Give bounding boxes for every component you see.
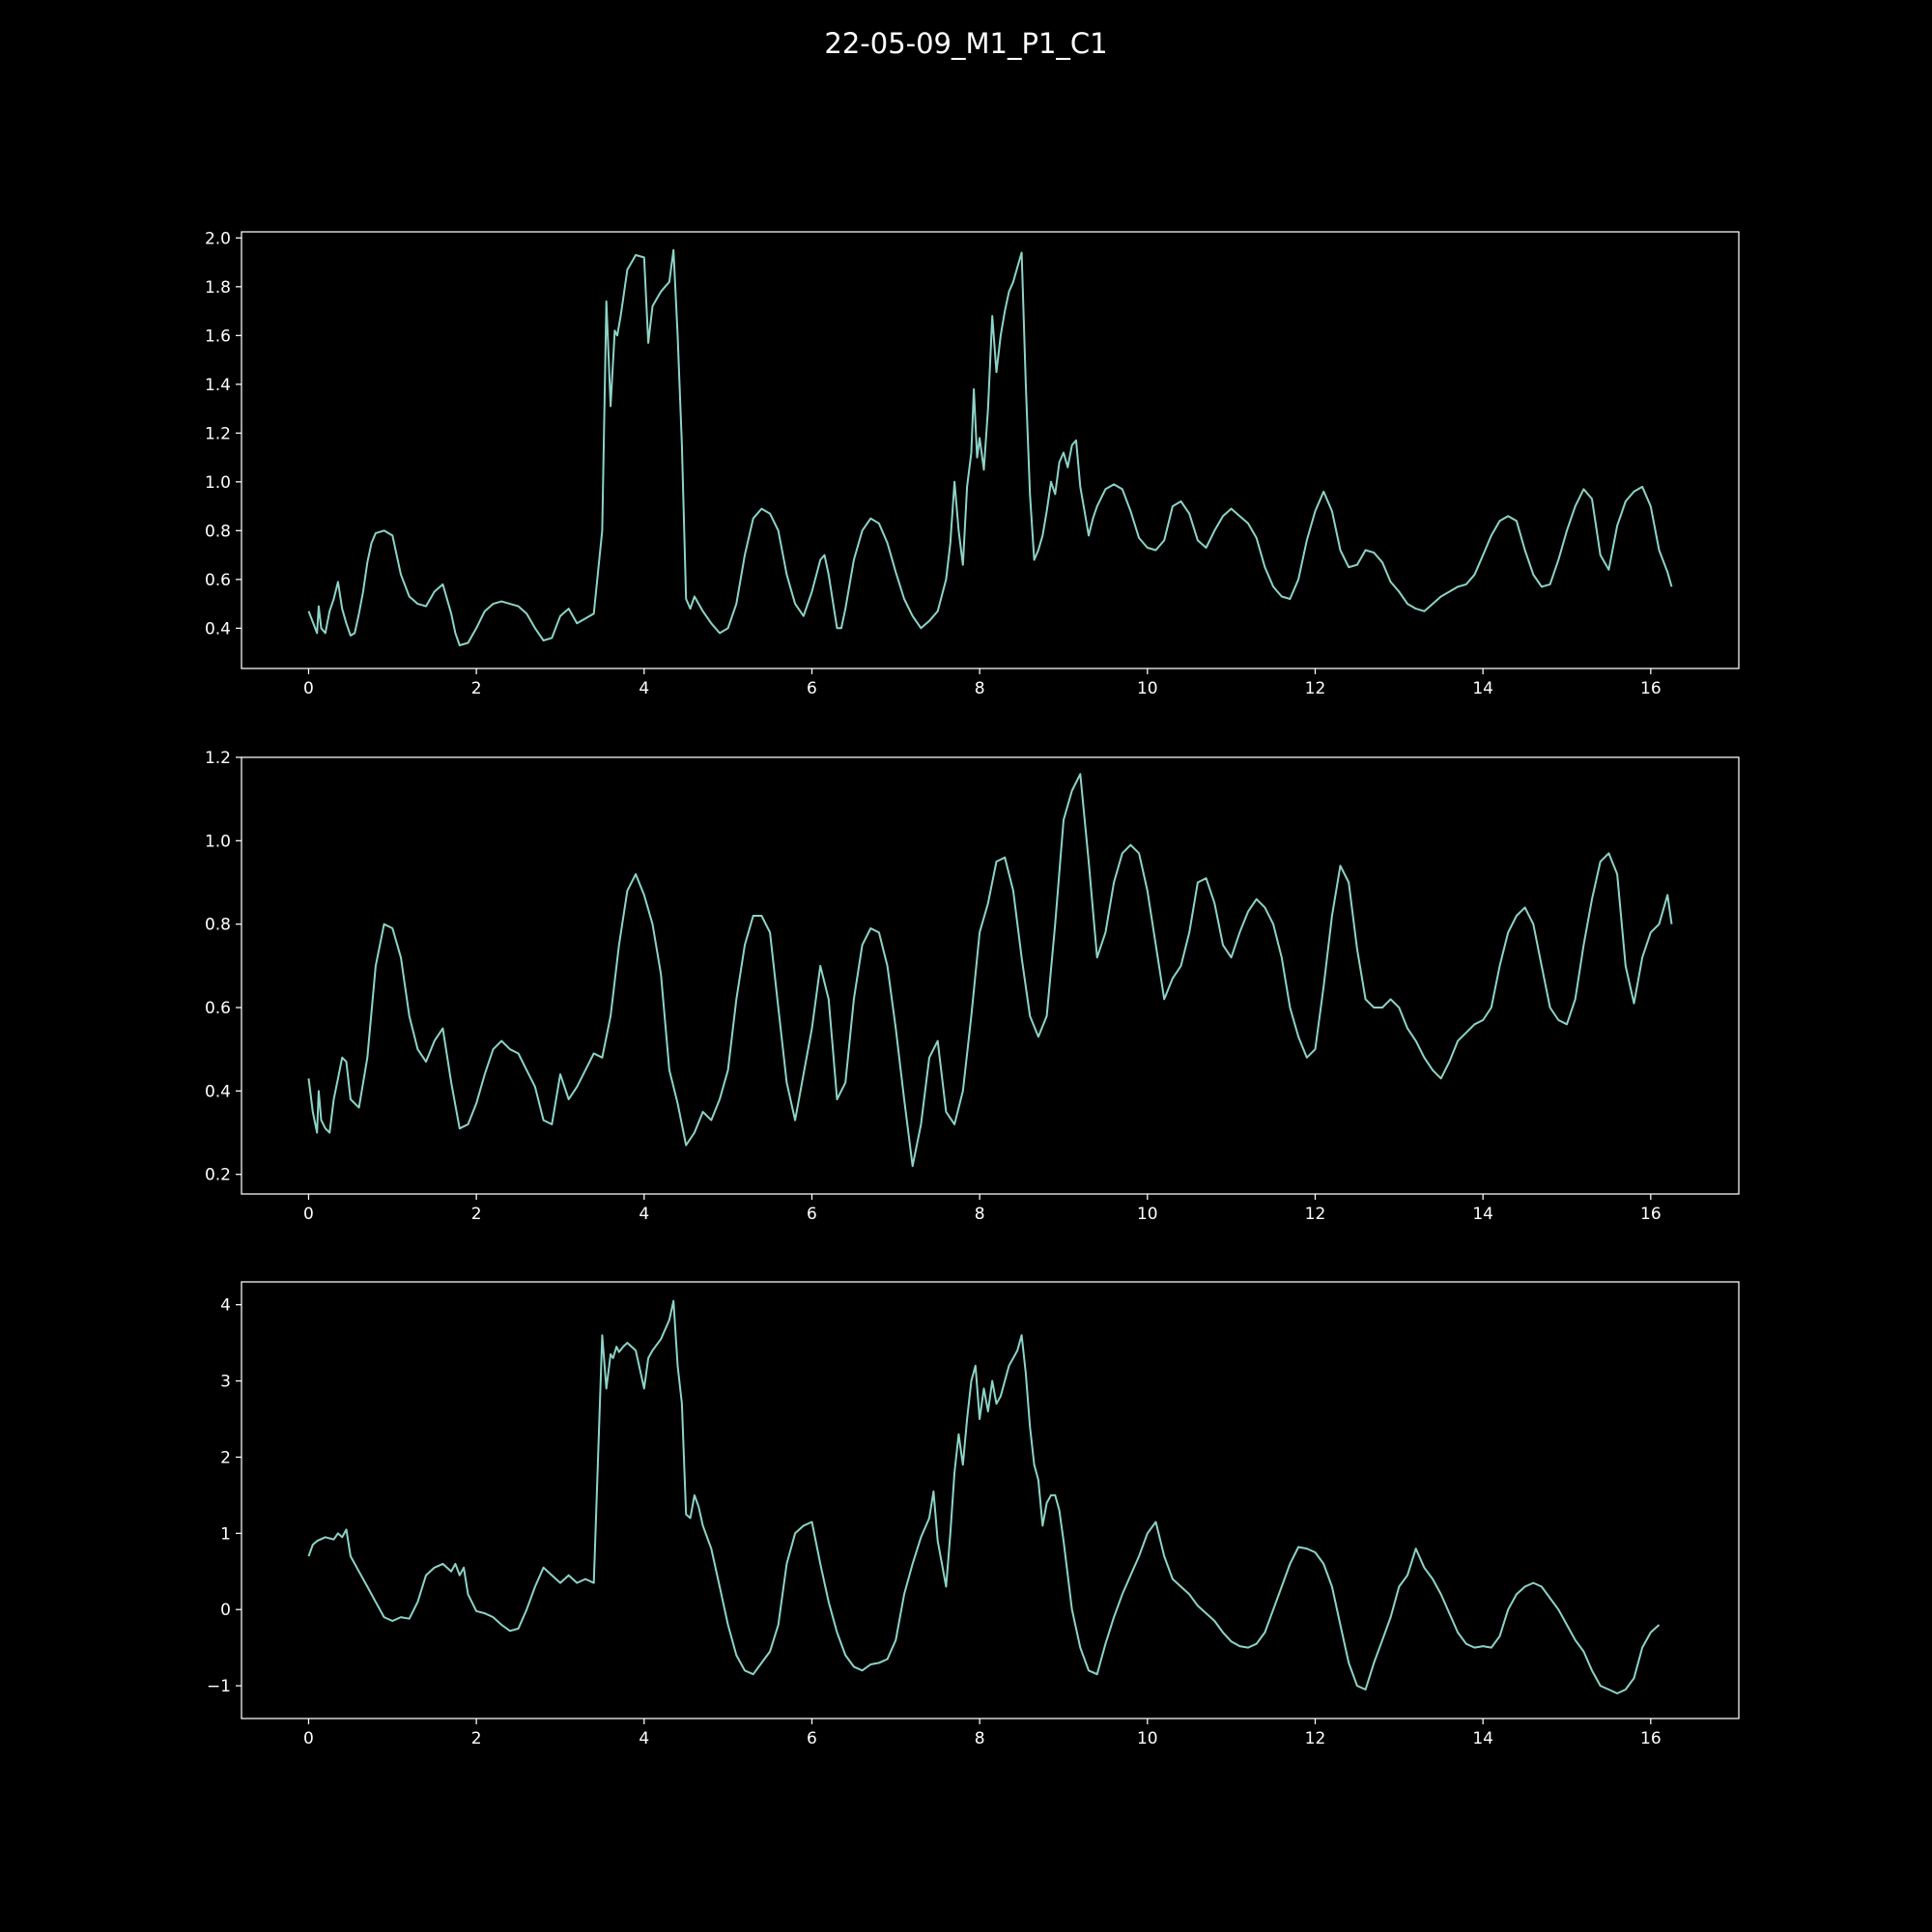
y-tick-label: 0.8: [205, 522, 231, 541]
series-line-trace-3: [307, 1299, 1661, 1694]
y-tick-label: 2.0: [205, 229, 231, 248]
figure-title: 22-05-09_M1_P1_C1: [824, 27, 1108, 60]
axes-frame: [241, 756, 1740, 1195]
subplot-2: 0 2 4 6 8 10 12 14 16 0.2 0.4 0.6 0.8 1.0 1.2: [205, 749, 1740, 1224]
y-tick-label: 0.2: [205, 1166, 231, 1185]
y-tick-label: 1.0: [205, 832, 231, 851]
x-tick-label: 4: [639, 1729, 649, 1748]
axes-frame: [241, 231, 1740, 669]
series-line-trace-2: [307, 773, 1673, 1168]
y-tick-label: 3: [220, 1373, 231, 1392]
y-tick-label: 0.6: [205, 571, 231, 590]
x-tick-label: 8: [975, 1205, 985, 1224]
x-tick-label: 0: [303, 1205, 314, 1224]
x-tick-label: 16: [1640, 1205, 1662, 1224]
y-tick-label: 2: [220, 1448, 231, 1467]
y-tick-label: 0.4: [205, 1082, 231, 1101]
series-line-trace-1: [307, 248, 1673, 646]
x-tick-label: 12: [1305, 1205, 1326, 1224]
y-tick-label: 0: [220, 1601, 231, 1620]
x-tick-label: 6: [807, 679, 817, 698]
x-tick-label: 8: [975, 1729, 985, 1748]
y-tick-label: 1: [220, 1524, 231, 1544]
x-tick-label: 16: [1640, 679, 1662, 698]
x-tick-label: 10: [1137, 1205, 1158, 1224]
y-tick-label: 1.0: [205, 473, 231, 493]
y-tick-label: 4: [220, 1296, 231, 1316]
x-tick-label: 8: [975, 679, 985, 698]
y-tick-label: 1.6: [205, 327, 231, 346]
x-tick-label: 0: [303, 1729, 314, 1748]
x-tick-label: 6: [807, 1205, 817, 1224]
x-tick-label: 10: [1137, 1729, 1158, 1748]
x-tick-label: 4: [639, 1205, 649, 1224]
x-tick-label: 4: [639, 679, 649, 698]
x-tick-label: 14: [1472, 1729, 1493, 1748]
y-tick-label: −1: [207, 1677, 231, 1696]
x-tick-label: 10: [1137, 679, 1158, 698]
y-tick-label: 0.8: [205, 916, 231, 935]
y-tick-label: 0.4: [205, 619, 231, 639]
axes-frame: [241, 1281, 1740, 1719]
x-tick-label: 12: [1305, 1729, 1326, 1748]
x-tick-label: 12: [1305, 679, 1326, 698]
x-tick-label: 2: [471, 1729, 482, 1748]
x-tick-label: 0: [303, 679, 314, 698]
x-tick-label: 14: [1472, 1205, 1493, 1224]
x-tick-label: 14: [1472, 679, 1493, 698]
x-tick-label: 2: [471, 1205, 482, 1224]
y-tick-label: 1.2: [205, 424, 231, 443]
y-tick-label: 1.8: [205, 278, 231, 298]
y-tick-label: 1.4: [205, 376, 231, 395]
y-tick-label: 1.2: [205, 749, 231, 768]
x-tick-label: 2: [471, 679, 482, 698]
y-tick-label: 0.6: [205, 999, 231, 1018]
x-tick-label: 6: [807, 1729, 817, 1748]
subplot-1: 0 2 4 6 8 10 12 14 16 0.4 0.6 0.8 1.0 1.2 1.4 1.6 1.8 2.0: [205, 229, 1740, 698]
x-tick-label: 16: [1640, 1729, 1662, 1748]
